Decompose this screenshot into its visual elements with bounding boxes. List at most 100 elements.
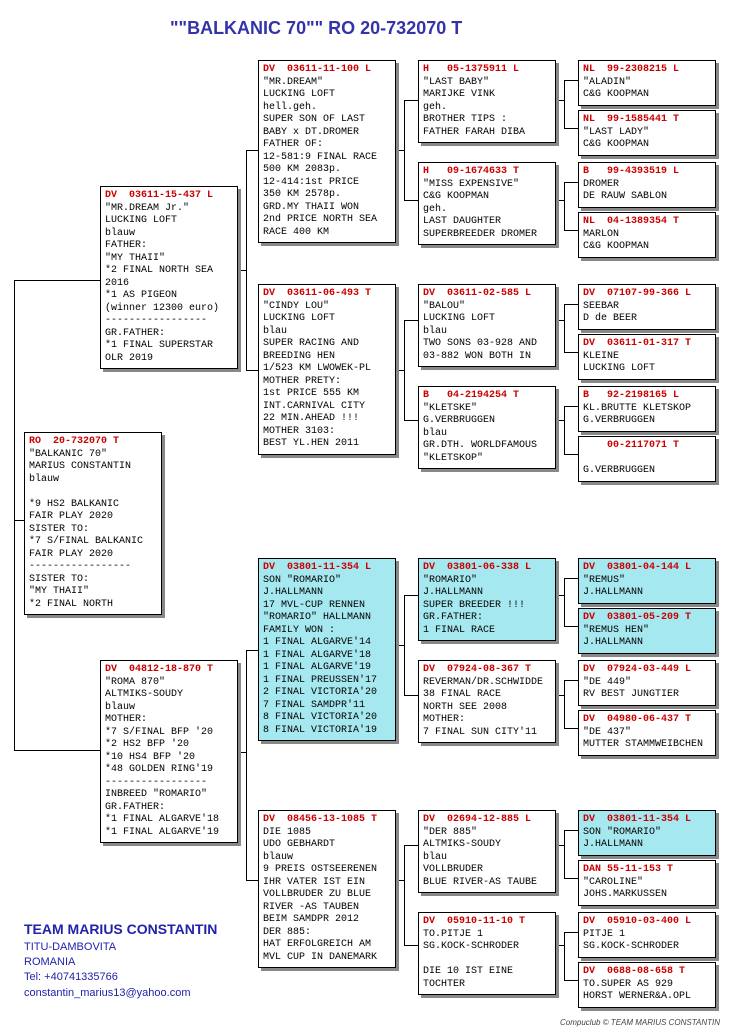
g4-ddsd-body: "CAROLINE" JOHS.MARKUSSEN [583, 877, 667, 901]
g4-ddss: DV 03801-11-354 LSON "ROMARIO" J.HALLMAN… [578, 810, 716, 856]
edge-14 [404, 200, 418, 201]
g3-ssd-header: H 09-1674633 T [423, 166, 551, 179]
g2-ds-body: SON "ROMARIO" J.HALLMANN 17 MVL-CUP RENN… [263, 575, 377, 736]
g2-dd: DV 08456-13-1085 TDIE 1085 UDO GEBHARDT … [258, 810, 396, 968]
edge-45 [564, 578, 578, 579]
g3-dss: DV 03801-06-338 L"ROMARIO" J.HALLMANN SU… [418, 558, 556, 641]
g3-sds-body: "BALOU" LUCKING LOFT blau TWO SONS 03-92… [423, 301, 537, 362]
edge-8 [246, 650, 247, 880]
edge-59 [556, 945, 564, 946]
sire-box-body: "MR.DREAM Jr." LUCKING LOFT blauw FATHER… [105, 203, 219, 364]
edge-35 [556, 200, 564, 201]
team-info: TEAM MARIUS CONSTANTINTITU-DAMBOVITA ROM… [24, 920, 217, 1001]
g4-sddd: 00-2117071 T G.VERBRUGGEN [578, 436, 716, 482]
g4-ssds: B 99-4393519 LDROMER DE RAUW SABLON [578, 162, 716, 208]
edge-9 [246, 650, 258, 651]
g4-sssd-body: "LAST LADY" C&G KOOPMAN [583, 127, 649, 151]
g2-ss-header: DV 03611-11-100 L [263, 64, 391, 77]
g4-sdds-header: B 92-2198165 L [583, 390, 711, 403]
edge-52 [564, 830, 565, 878]
g4-sddd-body: G.VERBRUGGEN [583, 465, 655, 476]
g2-ds: DV 03801-11-354 LSON "ROMARIO" J.HALLMAN… [258, 558, 396, 741]
dam-box: DV 04812-18-870 T"ROMA 870" ALTMIKS-SOUD… [100, 660, 238, 843]
g3-sdd-header: B 04-2194254 T [423, 390, 551, 403]
g4-dssd: DV 03801-05-209 T"REMUS HEN" J.HALLMANN [578, 608, 716, 654]
g3-dsd-body: REVERMAN/DR.SCHWIDDE 38 FINAL RACE NORTH… [423, 677, 543, 738]
edge-42 [564, 454, 578, 455]
team-addr2: ROMANIA [24, 955, 217, 970]
g4-dsds-header: DV 07924-03-449 L [583, 664, 711, 677]
g4-dsdd-body: "DE 437" MUTTER STAMMWEIBCHEN [583, 727, 703, 751]
g4-ddds-body: PITJE 1 SG.KOCK-SCHRODER [583, 929, 679, 953]
edge-22 [404, 695, 418, 696]
g4-dsds: DV 07924-03-449 L"DE 449" RV BEST JUNGTI… [578, 660, 716, 706]
edge-32 [564, 182, 565, 230]
edge-40 [564, 406, 565, 454]
edge-39 [556, 320, 564, 321]
edge-15 [396, 150, 404, 151]
g4-dssd-body: "REMUS HEN" J.HALLMANN [583, 625, 649, 649]
edge-26 [404, 945, 418, 946]
page-title: ""BALKANIC 70"" RO 20-732070 T [170, 18, 462, 39]
root-box-body: "BALKANIC 70" MARIUS CONSTANTIN blauw *9… [29, 449, 143, 610]
edge-30 [564, 128, 578, 129]
g2-ds-header: DV 03801-11-354 L [263, 562, 391, 575]
edge-4 [246, 150, 247, 370]
dam-box-body: "ROMA 870" ALTMIKS-SOUDY blauw MOTHER: *… [105, 677, 219, 838]
team-name: TEAM MARIUS CONSTANTIN [24, 920, 217, 940]
g3-dsd-header: DV 07924-08-367 T [423, 664, 551, 677]
dam-box-header: DV 04812-18-870 T [105, 664, 233, 677]
g3-dds-header: DV 02694-12-885 L [423, 814, 551, 827]
g4-ssss: NL 99-2308215 L"ALADIN" C&G KOOPMAN [578, 60, 716, 106]
edge-16 [404, 320, 405, 420]
g3-ddd: DV 05910-11-10 TTO.PITJE 1 SG.KOCK-SCHRO… [418, 912, 556, 995]
root-box-header: RO 20-732070 T [29, 436, 157, 449]
g2-sd-body: "CINDY LOU" LUCKING LOFT blau SUPER RACI… [263, 301, 371, 450]
g4-ssdd-header: NL 04-1389354 T [583, 216, 711, 229]
g3-sdd: B 04-2194254 T"KLETSKE" G.VERBRUGGEN bla… [418, 386, 556, 469]
g3-sss: H 05-1375911 L"LAST BABY" MARIJKE VINK g… [418, 60, 556, 143]
edge-19 [396, 370, 404, 371]
edge-50 [564, 728, 578, 729]
edge-37 [564, 304, 578, 305]
g4-ddss-body: SON "ROMARIO" J.HALLMANN [583, 827, 661, 851]
edge-53 [564, 830, 578, 831]
sire-box-header: DV 03611-15-437 L [105, 190, 233, 203]
team-addr1: TITU-DAMBOVITA [24, 940, 217, 955]
edge-13 [404, 100, 418, 101]
g4-dssd-header: DV 03801-05-209 T [583, 612, 711, 625]
edge-1 [14, 280, 100, 281]
edge-17 [404, 320, 418, 321]
sire-box: DV 03611-15-437 L"MR.DREAM Jr." LUCKING … [100, 186, 238, 369]
g4-sddd-header: 00-2117071 T [583, 440, 711, 453]
g3-sdd-body: "KLETSKE" G.VERBRUGGEN blau GR.DTH. WORL… [423, 403, 537, 464]
g4-dsss-header: DV 03801-04-144 L [583, 562, 711, 575]
edge-58 [564, 980, 578, 981]
edge-11 [238, 752, 246, 753]
g4-dsds-body: "DE 449" RV BEST JUNGTIER [583, 677, 679, 701]
g4-sdss-header: DV 07107-99-366 L [583, 288, 711, 301]
g4-ddsd-header: DAN 55-11-153 T [583, 864, 711, 877]
edge-51 [556, 695, 564, 696]
credit-line: Compuclub © TEAM MARIUS CONSTANTIN [560, 1018, 720, 1027]
g4-ssdd-body: MARLON C&G KOOPMAN [583, 229, 649, 253]
g4-dddd-body: TO.SUPER AS 929 HORST WERNER&A.OPL [583, 979, 691, 1003]
edge-0 [14, 280, 15, 750]
g4-dsss-body: "REMUS" J.HALLMANN [583, 575, 643, 599]
g3-ssd: H 09-1674633 T"MISS EXPENSIVE" C&G KOOPM… [418, 162, 556, 245]
edge-10 [246, 880, 258, 881]
g3-dds: DV 02694-12-885 L"DER 885" ALTMIKS-SOUDY… [418, 810, 556, 893]
g4-sssd: NL 99-1585441 T"LAST LADY" C&G KOOPMAN [578, 110, 716, 156]
g4-ssss-header: NL 99-2308215 L [583, 64, 711, 77]
edge-47 [556, 595, 564, 596]
edge-5 [246, 150, 258, 151]
g4-sdsd-header: DV 03611-01-317 T [583, 338, 711, 351]
g4-ssss-body: "ALADIN" C&G KOOPMAN [583, 77, 649, 101]
edge-24 [404, 845, 405, 945]
edge-7 [238, 270, 246, 271]
edge-31 [556, 100, 564, 101]
root-box: RO 20-732070 T"BALKANIC 70" MARIUS CONST… [24, 432, 162, 615]
edge-56 [564, 932, 565, 980]
g4-ddds-header: DV 05910-03-400 L [583, 916, 711, 929]
edge-6 [246, 370, 258, 371]
